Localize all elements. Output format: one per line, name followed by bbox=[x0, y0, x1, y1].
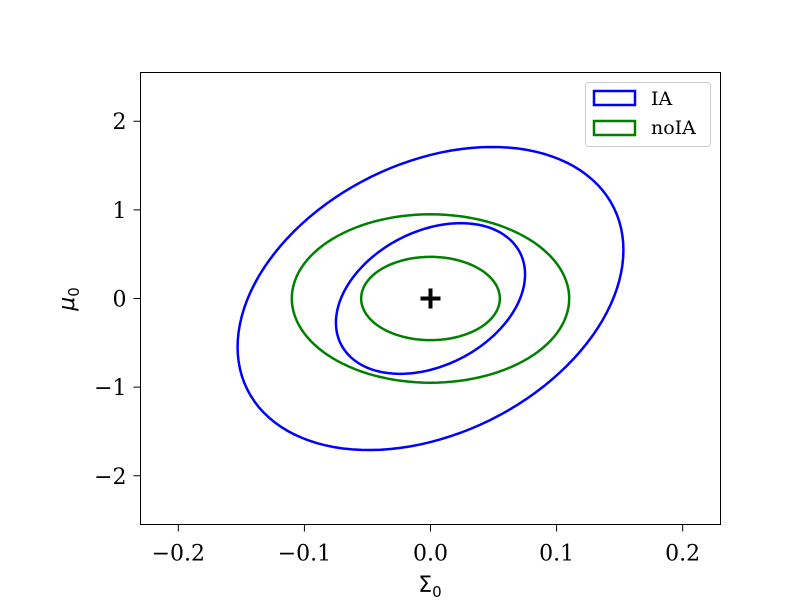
y-tick-label: −1 bbox=[94, 376, 126, 401]
y-tick-label: 0 bbox=[113, 288, 127, 313]
x-tick-label: −0.1 bbox=[278, 542, 331, 567]
y-tick-label: 1 bbox=[113, 199, 127, 224]
contours-layer bbox=[236, 145, 625, 452]
contour-ia-outer bbox=[236, 145, 625, 452]
x-axis-label: Σ0 bbox=[418, 573, 441, 600]
x-tick-label: 0.0 bbox=[413, 542, 448, 567]
contour-noia-inner bbox=[359, 255, 502, 342]
legend: IA noIA bbox=[585, 82, 711, 147]
legend-label-ia: IA bbox=[651, 88, 673, 110]
plot-frame bbox=[140, 72, 721, 525]
x-tick-label: 0.2 bbox=[665, 542, 700, 567]
legend-box bbox=[585, 82, 711, 147]
x-tick-label: −0.2 bbox=[152, 542, 205, 567]
legend-label-noia: noIA bbox=[651, 117, 696, 139]
legend-swatch-noia bbox=[592, 119, 637, 137]
y-axis-label: μ0 bbox=[55, 287, 83, 312]
x-tick-label: 0.1 bbox=[539, 542, 574, 567]
fiducial-layer bbox=[420, 288, 441, 309]
contour-noia-outer bbox=[290, 213, 571, 384]
y-tick-label: 2 bbox=[113, 110, 127, 135]
ticks-layer: −0.2 −0.1 0.0 0.1 0.2 −2 −1 0 1 2 bbox=[94, 110, 700, 566]
contour-ia-inner bbox=[334, 221, 527, 376]
y-tick-label: −2 bbox=[94, 465, 126, 490]
legend-swatch-ia bbox=[592, 89, 637, 107]
